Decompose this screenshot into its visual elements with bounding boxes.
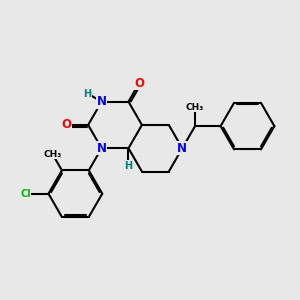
Text: H: H: [83, 88, 92, 99]
Text: O: O: [61, 118, 72, 131]
Text: Cl: Cl: [20, 189, 31, 199]
Text: CH₃: CH₃: [186, 103, 204, 112]
Text: N: N: [97, 95, 106, 108]
Text: CH₃: CH₃: [44, 150, 62, 159]
Text: O: O: [134, 76, 144, 89]
Text: N: N: [177, 142, 187, 155]
Text: N: N: [97, 142, 106, 155]
Text: H: H: [124, 161, 133, 171]
